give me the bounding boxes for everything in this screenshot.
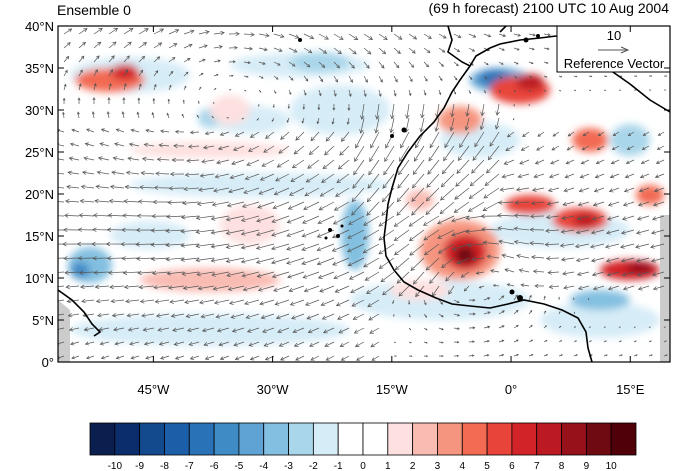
wind-vectors (58, 27, 670, 361)
colorbar-tick-label: -1 (334, 461, 343, 471)
colorbar-tick-label: -3 (284, 461, 293, 471)
colorbar-swatch (139, 422, 165, 456)
colorbar-swatch (164, 422, 190, 456)
colorbar-swatch (263, 422, 289, 456)
lat-tick-label: 15°N (25, 229, 54, 244)
plot-title-left: Ensemble 0 (57, 2, 131, 18)
colorbar-swatch (536, 422, 562, 456)
islands (298, 34, 540, 301)
colorbar-swatch (337, 422, 364, 456)
latitude-axis: 40°N 35°N 30°N 25°N 20°N 15°N 10°N 5°N 0° (25, 19, 670, 370)
colorbar-tick-label: -2 (309, 461, 318, 471)
colorbar-tick-label: -8 (160, 461, 169, 471)
colorbar-tick-label: 2 (410, 461, 416, 471)
lon-tick-label: 0° (505, 382, 517, 397)
colorbar-swatch (387, 422, 414, 456)
colorbar-tick-label: 7 (534, 461, 540, 471)
colorbar-tick-label: -5 (234, 461, 243, 471)
reference-vector-value: 10 (607, 28, 621, 43)
lon-tick-label: 45°W (137, 382, 170, 397)
colorbar-swatch (610, 422, 637, 456)
lat-tick-label: 30°N (25, 103, 54, 118)
colorbar-swatch (511, 422, 538, 456)
colorbar-swatch (486, 422, 513, 456)
lon-tick-label: 30°W (257, 382, 290, 397)
colorbar-swatch (362, 422, 389, 456)
colorbar-tick-label: 0 (360, 461, 366, 471)
colorbar-tick-label: -7 (185, 461, 194, 471)
lon-tick-label: 15°W (376, 382, 409, 397)
lat-tick-label: 25°N (25, 145, 54, 160)
colorbar-tick-label: 10 (606, 461, 618, 471)
lat-tick-label: 35°N (25, 61, 54, 76)
colorbar-tick-label: -4 (259, 461, 268, 471)
colorbar-tick-label: -9 (135, 461, 144, 471)
lat-tick-label: 0° (42, 355, 54, 370)
colorbar-swatch (437, 422, 463, 456)
colorbar-tick-label: 6 (509, 461, 515, 471)
colorbar-tick-label: -6 (210, 461, 219, 471)
reference-vector-label: Reference Vector (564, 56, 665, 71)
longitude-axis: 45°W 30°W 15°W 0° 15°E (137, 26, 645, 397)
colorbar-swatch (585, 422, 612, 456)
colorbar-tick-label: 8 (559, 461, 565, 471)
reference-vector-legend: 10 Reference Vector (556, 26, 670, 73)
colorbar-tick-label: 1 (385, 461, 391, 471)
colorbar-swatch (412, 422, 438, 456)
colorbar-tick-label: 3 (435, 461, 441, 471)
colorbar-swatch (312, 422, 339, 456)
colorbar-tick-label: 5 (484, 461, 490, 471)
plot-title-right: (69 h forecast) 2100 UTC 10 Aug 2004 (428, 0, 669, 16)
colorbar-swatch (238, 422, 265, 456)
lat-tick-label: 20°N (25, 187, 54, 202)
colorbar-tick-label: -10 (108, 461, 123, 471)
lat-tick-label: 5°N (32, 313, 54, 328)
lat-tick-label: 40°N (25, 19, 54, 34)
colorbar-swatch (89, 422, 116, 456)
colorbar-swatch (288, 422, 314, 456)
colorbar-tick-label: 9 (584, 461, 590, 471)
colorbar-tick-label: 4 (459, 461, 465, 471)
colorbar-swatch (114, 422, 141, 456)
missing-data-mask (58, 300, 70, 362)
lat-tick-label: 10°N (25, 271, 54, 286)
colorbar-swatch (561, 422, 587, 456)
colorbar-swatch (188, 422, 215, 456)
colorbar: -10 -9 -8 -7 -6 -5 -4 -3 -2 -1 0 1 2 3 4 5 6 7 8 9 10 (89, 422, 637, 471)
lon-tick-label: 15°E (616, 382, 645, 397)
missing-data-mask-east (660, 215, 670, 362)
colorbar-swatch (461, 422, 488, 456)
colorbar-swatch (213, 422, 240, 456)
